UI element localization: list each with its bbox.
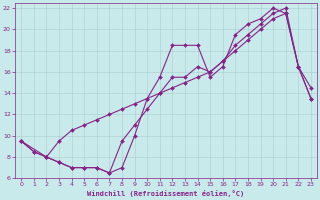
X-axis label: Windchill (Refroidissement éolien,°C): Windchill (Refroidissement éolien,°C) bbox=[87, 190, 245, 197]
